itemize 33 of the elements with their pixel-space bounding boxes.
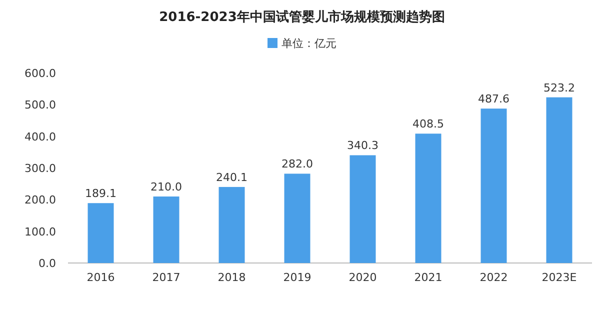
y-tick-label: 200.0: [24, 194, 56, 207]
bar: [546, 97, 572, 263]
x-tick-label: 2023E: [542, 271, 577, 284]
bar: [284, 174, 310, 263]
data-label: 282.0: [282, 158, 313, 171]
data-label: 240.1: [216, 170, 248, 184]
x-tick-label: 2022: [480, 271, 508, 284]
bar: [88, 203, 114, 263]
data-label: 523.2: [544, 81, 575, 94]
x-tick-label: 2018: [218, 271, 246, 284]
chart-title: 2016-2023年中国试管婴儿市场规模预测趋势图: [159, 9, 445, 25]
x-tick-label: 2017: [152, 271, 180, 284]
x-tick-label: 2019: [283, 271, 312, 284]
y-tick-label: 600.0: [24, 67, 56, 80]
legend-label: 单位：亿元: [282, 37, 336, 50]
x-tick-label: 2016: [86, 271, 115, 284]
y-tick-label: 300.0: [24, 162, 56, 175]
bar: [480, 108, 507, 263]
data-label: 340.3: [347, 139, 378, 152]
y-tick-label: 0.0: [38, 257, 56, 270]
x-tick-label: 2020: [348, 271, 377, 284]
bar: [350, 155, 376, 263]
y-tick-label: 100.0: [24, 225, 56, 238]
bar: [153, 196, 180, 263]
x-tick-label: 2021: [414, 271, 442, 284]
bar: [415, 134, 442, 263]
y-tick-label: 400.0: [24, 130, 56, 144]
data-label: 408.5: [412, 118, 444, 131]
data-label: 487.6: [478, 92, 510, 106]
data-label: 189.1: [85, 187, 116, 200]
bar: [218, 186, 245, 263]
data-label: 210.0: [150, 180, 182, 194]
y-tick-label: 500.0: [24, 98, 56, 112]
